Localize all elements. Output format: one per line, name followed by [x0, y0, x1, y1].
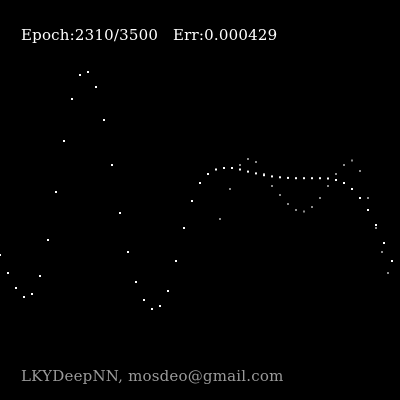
prediction-point — [7, 272, 9, 274]
prediction-point — [271, 175, 273, 178]
prediction-point — [135, 281, 137, 283]
prediction-point — [247, 170, 249, 173]
prediction-point — [143, 299, 145, 301]
target-point — [271, 185, 273, 187]
prediction-point — [215, 168, 217, 171]
target-point — [381, 251, 383, 253]
prediction-point — [391, 260, 393, 262]
prediction-point — [15, 287, 17, 289]
prediction-point — [239, 168, 241, 171]
prediction-point — [311, 177, 313, 180]
target-point — [351, 159, 353, 162]
prediction-point — [175, 260, 177, 262]
prediction-point — [303, 177, 305, 180]
prediction-point — [23, 296, 25, 298]
target-point — [343, 164, 345, 166]
prediction-point — [295, 177, 297, 180]
target-point — [229, 188, 231, 190]
target-point — [279, 194, 281, 196]
prediction-point — [31, 293, 33, 295]
target-point — [295, 209, 297, 211]
target-point — [219, 218, 221, 220]
prediction-point — [0, 254, 1, 256]
prediction-point — [151, 308, 153, 310]
target-point — [239, 164, 241, 166]
prediction-point — [47, 239, 49, 241]
target-point — [319, 197, 321, 199]
prediction-point — [263, 174, 265, 177]
prediction-point — [183, 227, 185, 229]
prediction-point — [39, 275, 41, 277]
target-point — [327, 185, 329, 187]
prediction-point — [319, 177, 321, 180]
target-point — [287, 203, 289, 205]
prediction-point — [327, 177, 329, 180]
epoch-status: Epoch:2310/3500 Err:0.000429 — [21, 26, 277, 44]
target-point — [247, 158, 249, 160]
prediction-point — [71, 98, 73, 100]
target-point — [335, 173, 337, 175]
error-value: Err:0.000429 — [173, 26, 278, 44]
prediction-point — [79, 74, 81, 76]
prediction-point — [103, 119, 105, 121]
prediction-point — [55, 191, 57, 193]
prediction-point — [375, 224, 377, 226]
prediction-point — [87, 71, 89, 73]
prediction-point — [191, 200, 193, 202]
target-point — [359, 170, 361, 172]
prediction-point — [359, 197, 361, 199]
prediction-point — [63, 140, 65, 142]
prediction-point — [231, 167, 233, 169]
epoch-counter: Epoch:2310/3500 — [21, 26, 159, 44]
prediction-point — [351, 188, 353, 190]
prediction-point — [127, 251, 129, 253]
prediction-point — [279, 176, 281, 179]
target-point — [311, 206, 313, 208]
prediction-point — [383, 242, 385, 244]
prediction-point — [167, 290, 169, 292]
target-point — [387, 272, 389, 274]
prediction-point — [287, 176, 289, 179]
prediction-point — [367, 209, 369, 211]
prediction-point — [95, 86, 97, 88]
prediction-point — [207, 173, 209, 175]
target-point — [367, 197, 369, 199]
prediction-point — [111, 164, 113, 166]
prediction-point — [159, 305, 161, 307]
author-credit: LKYDeepNN, mosdeo@gmail.com — [21, 367, 284, 385]
prediction-point — [335, 179, 337, 181]
prediction-point — [119, 212, 121, 214]
target-point — [375, 227, 377, 229]
prediction-point — [343, 182, 345, 184]
prediction-point — [255, 172, 257, 175]
prediction-point — [199, 182, 201, 184]
target-point — [263, 173, 265, 175]
status-separator — [158, 26, 173, 44]
prediction-point — [223, 167, 225, 169]
target-point — [303, 210, 305, 213]
target-point — [255, 161, 257, 163]
